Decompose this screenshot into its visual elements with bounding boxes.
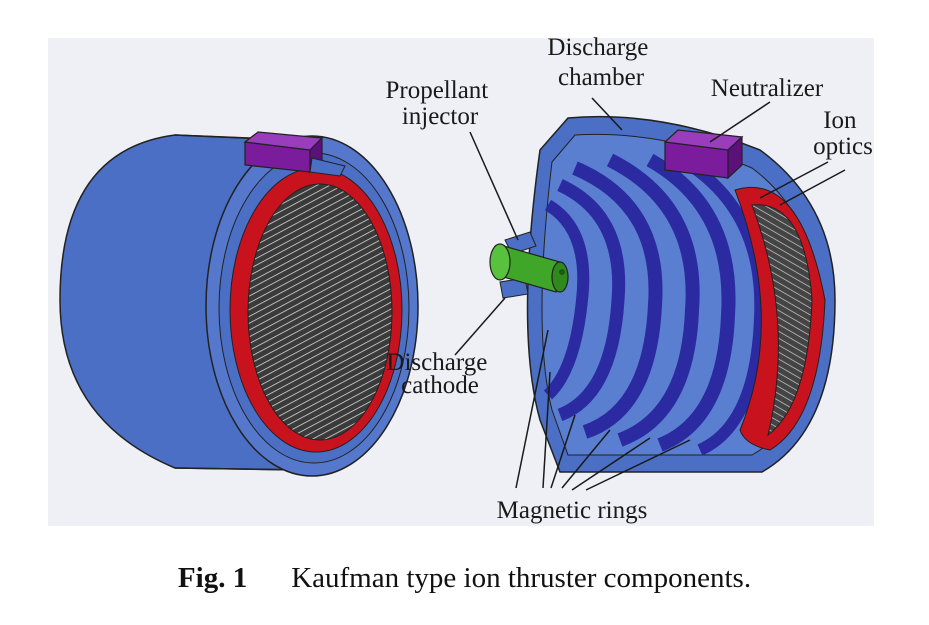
magnetic-ring [606, 153, 700, 447]
magnetic-ring [686, 160, 767, 456]
discharge-cathode [489, 231, 569, 299]
magnetic-ring [557, 179, 626, 422]
magnetic-ring [572, 161, 663, 439]
label-magnetic-rings: Magnetic rings [497, 497, 648, 524]
figure-caption: Fig. 1 Kaufman type ion thruster componen… [0, 562, 929, 595]
right-neutralizer [663, 129, 744, 180]
magnetic-ring [543, 199, 590, 400]
label-neutralizer: Neutralizer [711, 75, 824, 102]
right-ion-optics-mesh [751, 204, 813, 437]
left-ion-optics-mesh [247, 183, 393, 441]
cutaway-thruster [489, 115, 836, 473]
magnetic-ring [646, 153, 736, 452]
label-propellant-injector: Propellant injector [385, 77, 494, 130]
label-discharge-chamber: Discharge chamber [547, 34, 654, 91]
figure-caption-text: Kaufman type ion thruster components. [291, 562, 752, 594]
label-ion-optics: Ion optics [813, 107, 873, 160]
figure-number: Fig. 1 [177, 562, 248, 594]
leader-lines [454, 97, 846, 491]
label-discharge-cathode: Discharge cathode [386, 349, 493, 399]
assembled-thruster [59, 131, 419, 477]
left-neutralizer [243, 131, 346, 177]
magnetic-rings-group [543, 153, 767, 456]
